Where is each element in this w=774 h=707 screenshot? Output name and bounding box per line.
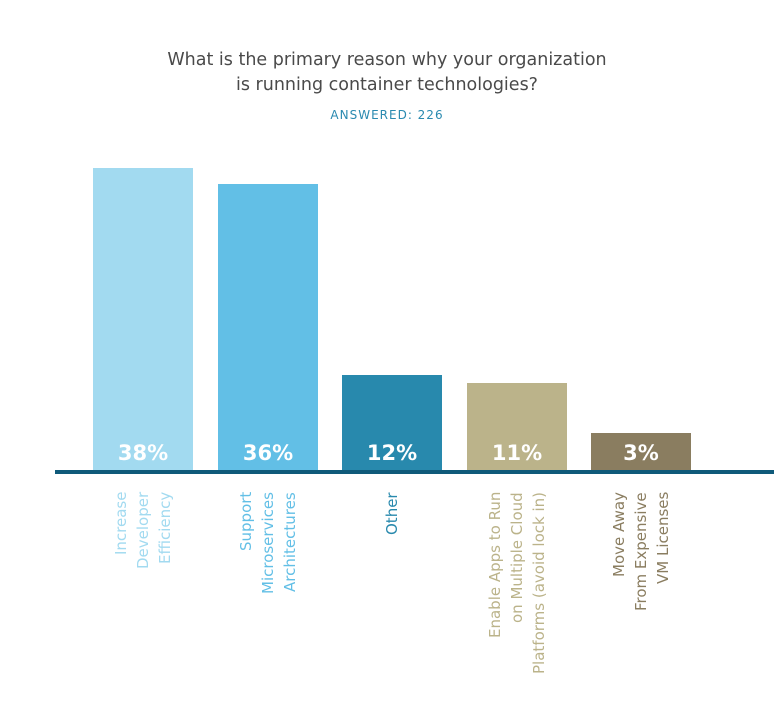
title-line-2: is running container technologies? <box>236 75 538 95</box>
answered-count: ANSWERED: 226 <box>330 108 444 122</box>
data-label: 3% <box>623 441 659 465</box>
data-label: 38% <box>117 441 169 465</box>
data-label: 12% <box>366 441 418 465</box>
data-label: 11% <box>491 441 543 465</box>
bar-1 <box>218 183 318 470</box>
data-label: 36% <box>242 441 294 465</box>
bar-2 <box>342 374 442 470</box>
category-label: Enable Apps to Run on Multiple Cloud Pla… <box>486 492 548 674</box>
bar-3 <box>467 382 567 470</box>
bar-0 <box>93 168 193 470</box>
bar-4 <box>591 433 691 470</box>
category-label: Other <box>383 492 401 535</box>
chart-title: What is the primary reason why your orga… <box>0 48 774 98</box>
title-line-1: What is the primary reason why your orga… <box>167 50 607 70</box>
category-label: Move Away From Expensive VM Licenses <box>610 492 672 611</box>
category-label: Increase Developer Efficiency <box>112 492 174 570</box>
x-axis-line <box>55 470 774 474</box>
category-label: Support Microservices Architectures <box>237 492 299 594</box>
